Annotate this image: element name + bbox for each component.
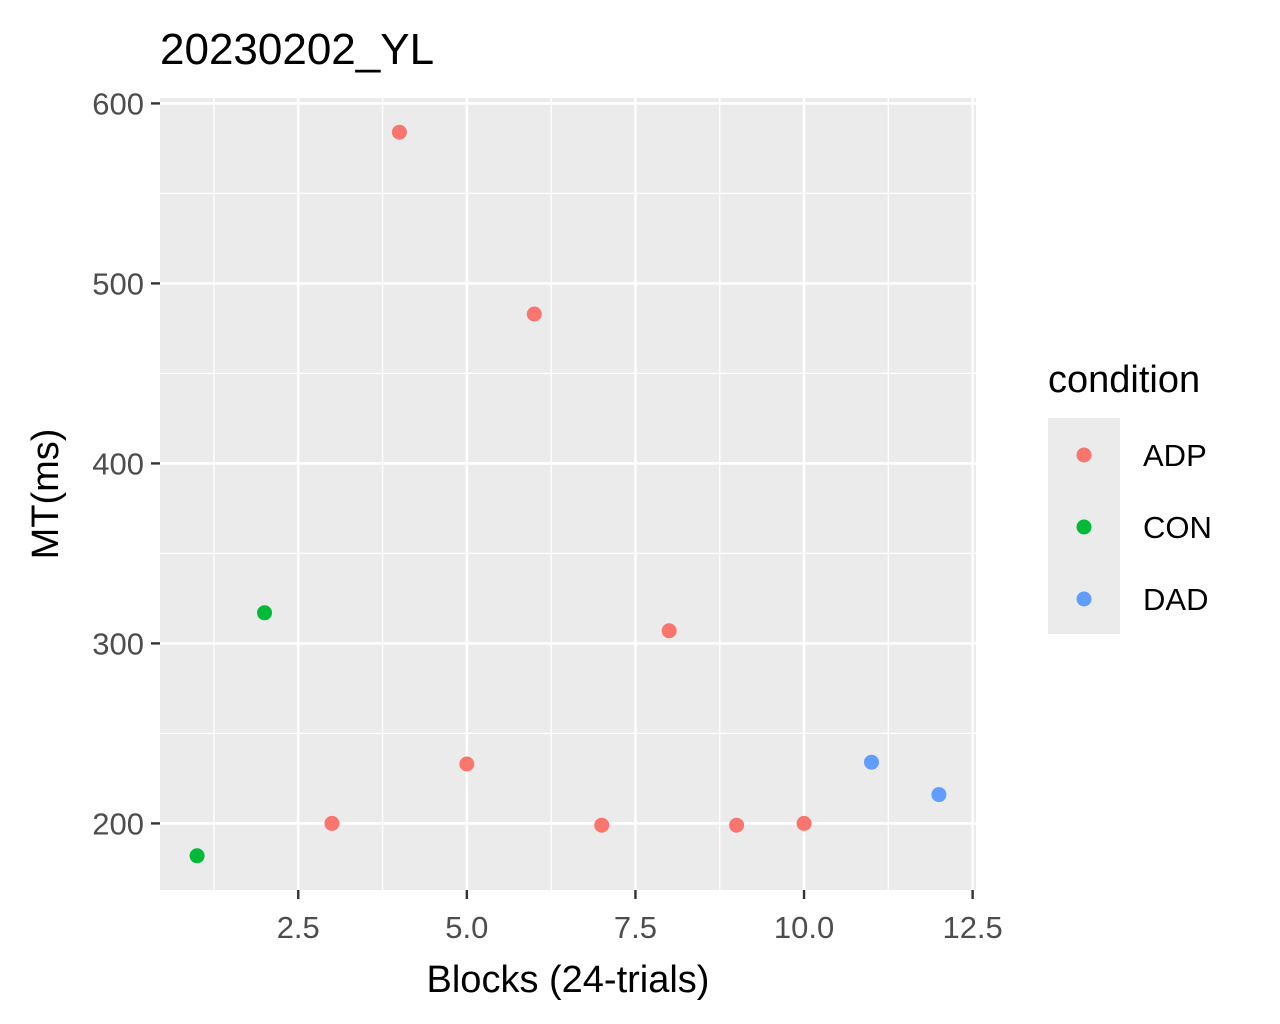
legend-label-dad: DAD bbox=[1143, 582, 1208, 617]
legend-key-adp bbox=[1076, 447, 1092, 463]
point-dad bbox=[863, 754, 879, 770]
point-dad bbox=[931, 787, 947, 803]
point-adp bbox=[324, 815, 340, 831]
point-adp bbox=[594, 817, 610, 833]
y-tick-label: 300 bbox=[92, 626, 144, 661]
x-tick-label: 5.0 bbox=[445, 910, 488, 945]
grid-lines bbox=[160, 98, 976, 890]
legend-label-adp: ADP bbox=[1143, 438, 1207, 473]
y-tick-label: 600 bbox=[92, 86, 144, 121]
axes: 2.5 5.0 7.5 10.0 12.5 200 300 400 500 600 bbox=[92, 86, 1003, 945]
plot-panel bbox=[160, 98, 976, 890]
y-tick-label: 200 bbox=[92, 806, 144, 841]
point-adp bbox=[459, 756, 475, 772]
y-axis-label: MT(ms) bbox=[25, 429, 67, 560]
point-adp bbox=[661, 623, 677, 639]
x-tick-label: 7.5 bbox=[614, 910, 657, 945]
point-con bbox=[189, 848, 205, 864]
legend-entries: ADP CON DAD bbox=[1076, 438, 1212, 617]
x-tick-label: 12.5 bbox=[942, 910, 1002, 945]
x-tick-label: 10.0 bbox=[774, 910, 834, 945]
point-adp bbox=[796, 815, 812, 831]
point-adp bbox=[526, 306, 542, 322]
legend-key-con bbox=[1076, 519, 1092, 535]
point-adp bbox=[391, 124, 407, 140]
y-tick-label: 500 bbox=[92, 266, 144, 301]
point-con bbox=[257, 605, 273, 621]
legend-label-con: CON bbox=[1143, 510, 1212, 545]
x-tick-label: 2.5 bbox=[277, 910, 320, 945]
point-adp bbox=[729, 817, 745, 833]
legend: condition ADP CON DAD bbox=[1048, 359, 1212, 634]
legend-key-dad bbox=[1076, 591, 1092, 607]
chart-title: 20230202_YL bbox=[160, 25, 434, 74]
legend-title: condition bbox=[1048, 359, 1200, 401]
x-axis-label: Blocks (24-trials) bbox=[427, 959, 710, 1001]
data-points bbox=[189, 124, 947, 864]
y-tick-label: 400 bbox=[92, 446, 144, 481]
